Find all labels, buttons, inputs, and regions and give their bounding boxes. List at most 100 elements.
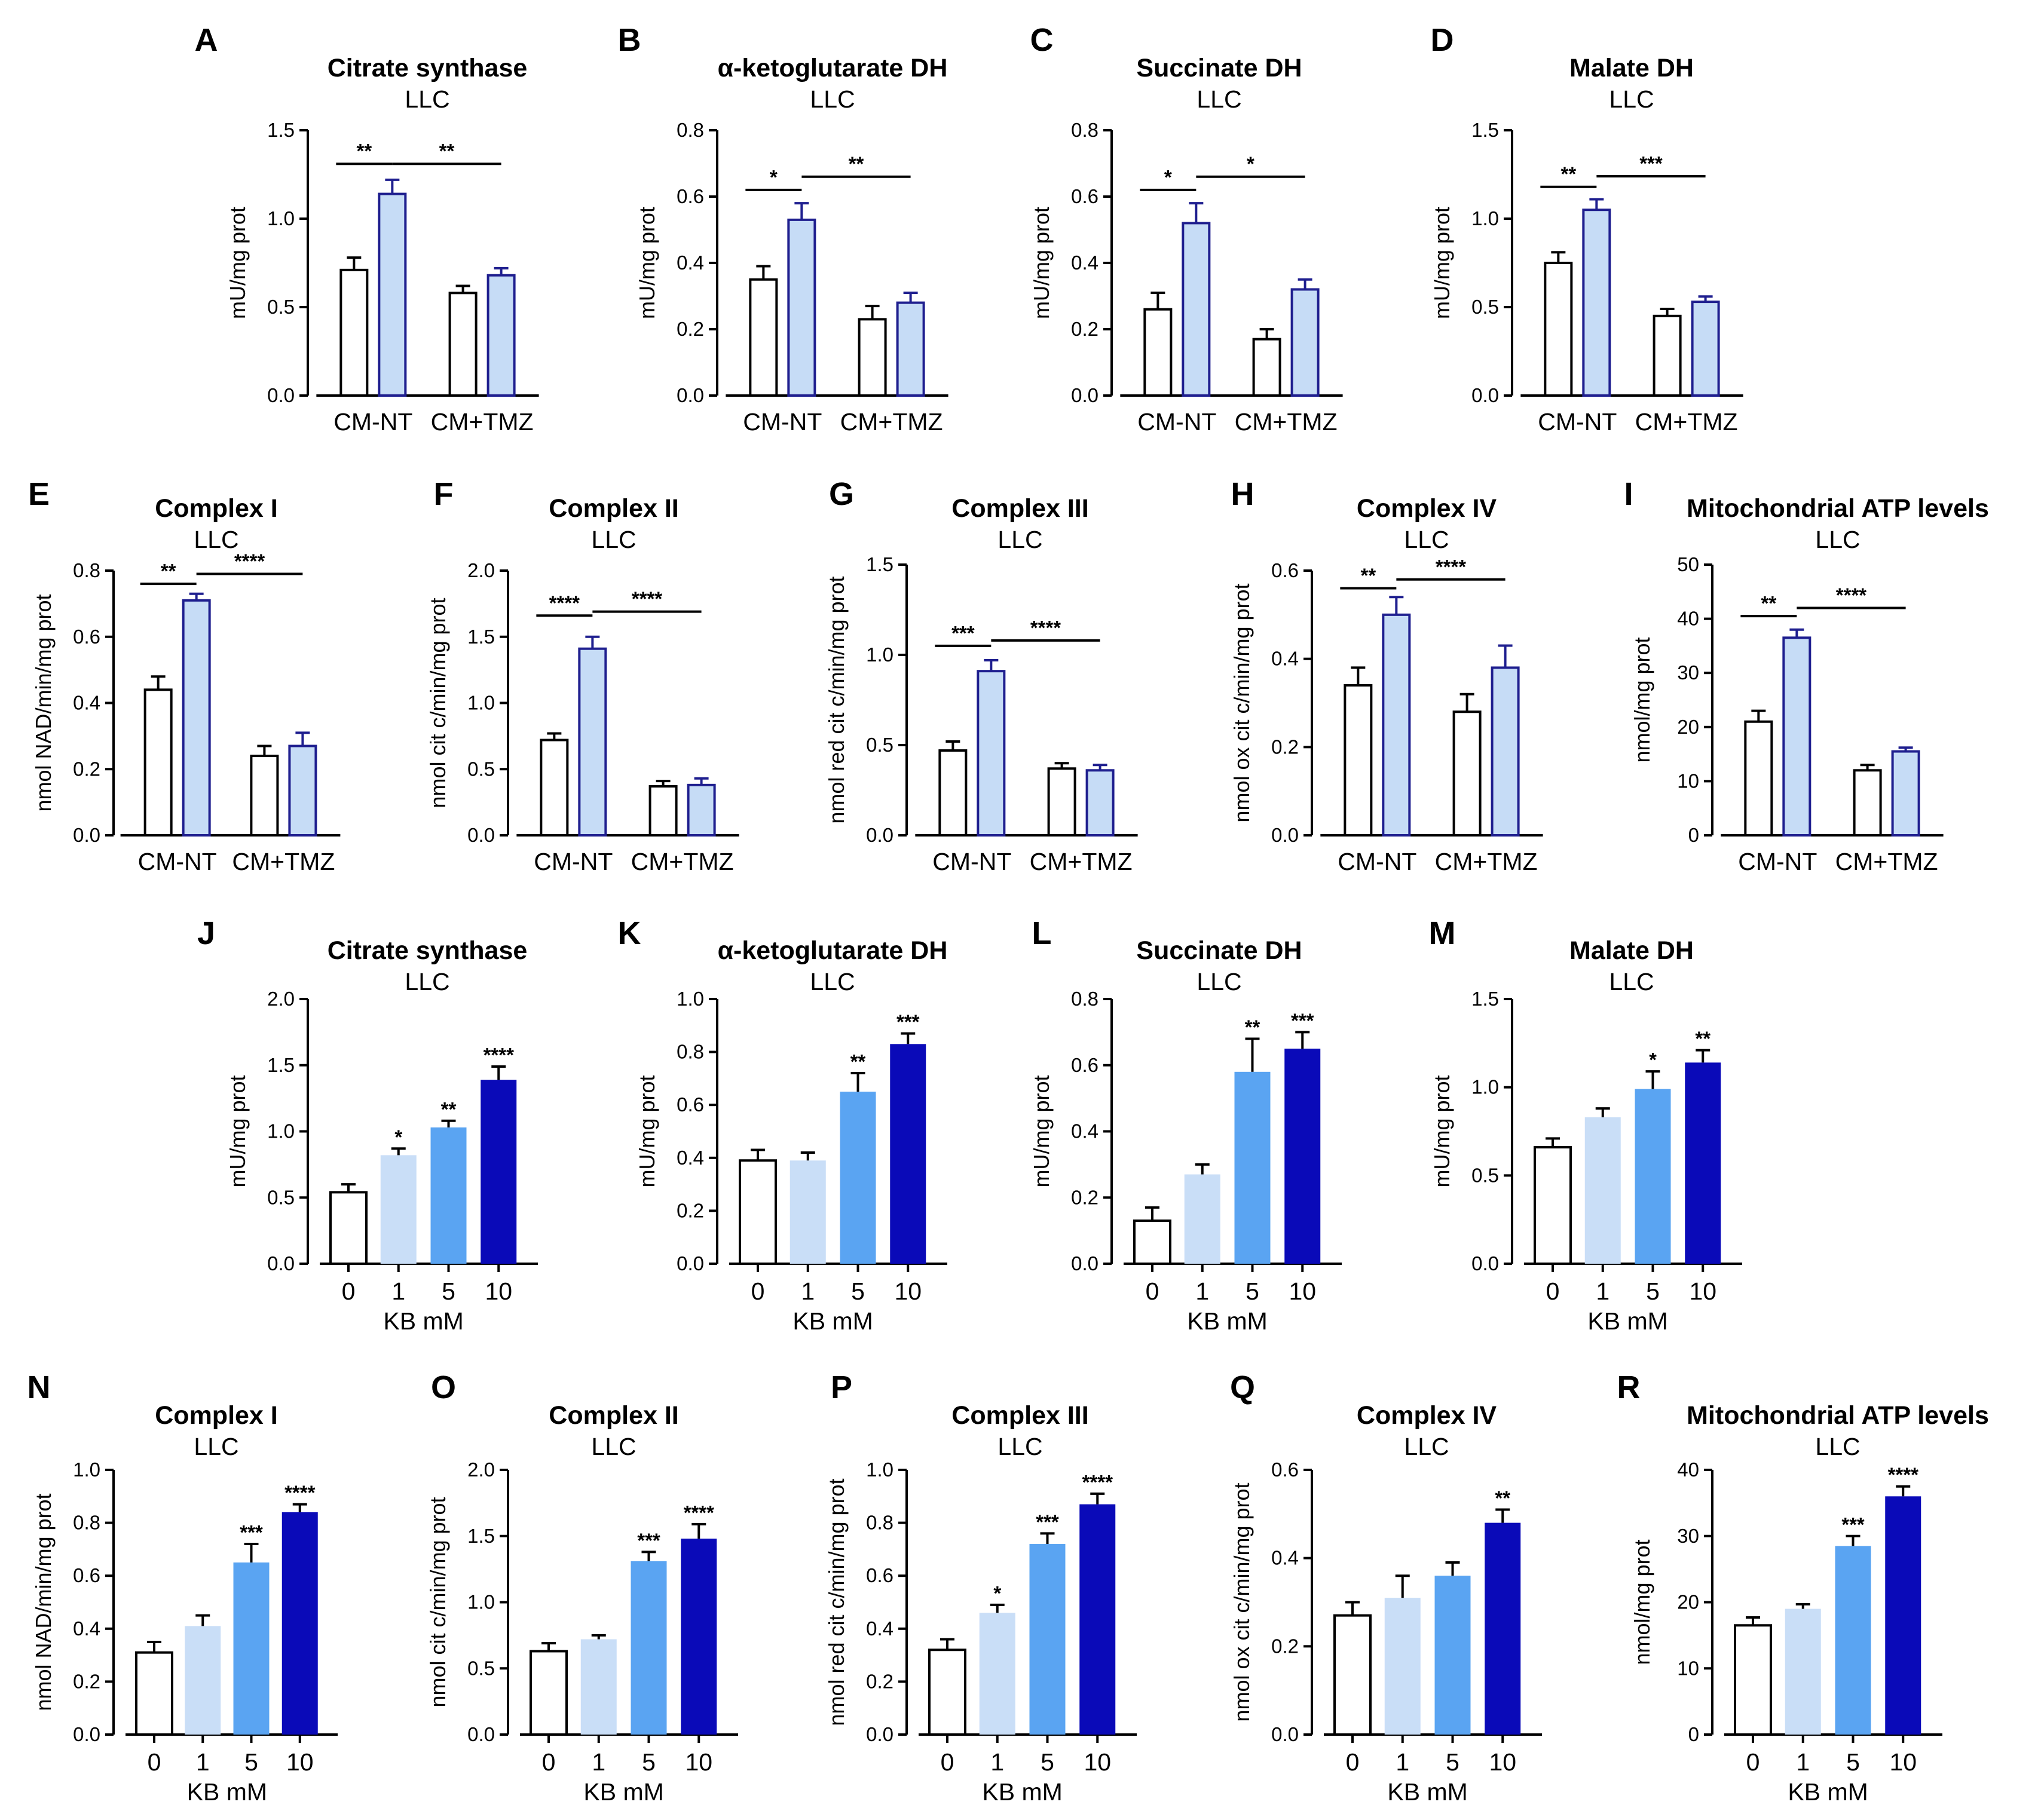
bar bbox=[896, 301, 925, 397]
significance-label: **** bbox=[1436, 556, 1467, 578]
chart-title: Citrate synthase bbox=[328, 54, 528, 82]
bar bbox=[787, 218, 816, 397]
y-tick-label: 1.0 bbox=[73, 1459, 100, 1481]
x-category-label: CM-NT bbox=[1338, 848, 1416, 875]
bar bbox=[1485, 1522, 1521, 1735]
y-tick-label: 1.5 bbox=[267, 1054, 295, 1076]
significance-label: ** bbox=[161, 560, 176, 582]
bar bbox=[281, 1512, 318, 1735]
significance-label: *** bbox=[637, 1529, 660, 1551]
significance-label: *** bbox=[1639, 152, 1663, 174]
bar bbox=[1434, 1576, 1471, 1735]
bar bbox=[288, 744, 317, 837]
y-tick-label: 0.5 bbox=[1471, 296, 1499, 318]
y-tick-label: 2.0 bbox=[467, 1459, 495, 1481]
y-tick-label: 1.5 bbox=[1471, 119, 1499, 141]
significance-label: **** bbox=[684, 1502, 715, 1524]
chart-title: Mitochondrial ATP levels bbox=[1687, 1401, 1989, 1430]
panel-letter: Q bbox=[1230, 1369, 1255, 1405]
panel-j: J Citrate synthase LLC 0.0 0.5 1.0 1.5 2.0 mU/mg… bbox=[197, 915, 538, 1335]
x-category-label: 5 bbox=[1041, 1748, 1054, 1776]
x-category-label: CM-NT bbox=[743, 408, 822, 436]
panel-letter: M bbox=[1429, 915, 1456, 951]
panel-letter: C bbox=[1030, 22, 1054, 58]
panel-letter: J bbox=[197, 915, 215, 951]
chart-title: Citrate synthase bbox=[328, 936, 528, 965]
x-category-label: 5 bbox=[642, 1748, 656, 1776]
y-tick-label: 0.5 bbox=[467, 1657, 495, 1679]
bar bbox=[1635, 1089, 1671, 1264]
chart-subtitle: LLC bbox=[810, 85, 855, 113]
panel-letter: N bbox=[27, 1369, 51, 1405]
bar bbox=[1143, 308, 1173, 397]
bar bbox=[1584, 1117, 1621, 1264]
bar bbox=[979, 1613, 1015, 1735]
bar bbox=[1252, 338, 1281, 397]
y-axis-label: mU/mg prot bbox=[1430, 207, 1454, 319]
x-category-label: 0 bbox=[1146, 1277, 1159, 1305]
significance-label: **** bbox=[632, 588, 663, 610]
bar bbox=[1582, 209, 1611, 397]
panel-n: N Complex I LLC 0.0 0.2 0.4 0.6 0.8 1.0 nmol NAD/… bbox=[27, 1369, 338, 1806]
panel-e: E Complex I LLC 0.0 0.2 0.4 0.6 0.8 nmol NAD/min… bbox=[28, 476, 341, 875]
chart-title: Complex I bbox=[155, 494, 278, 523]
y-tick-label: 1.0 bbox=[267, 1120, 295, 1142]
panel-f: F Complex II LLC 0.0 0.5 1.0 1.5 2.0 nmol cit c/… bbox=[426, 476, 739, 875]
x-category-label: CM-NT bbox=[1738, 848, 1817, 875]
y-tick-label: 0.8 bbox=[1071, 119, 1098, 141]
panel-c: C Succinate DH LLC 0.0 0.2 0.4 0.6 0.8 mU/mg pro… bbox=[1029, 22, 1343, 436]
y-tick-label: 0.4 bbox=[1271, 1547, 1299, 1569]
y-tick-label: 0.8 bbox=[73, 559, 100, 581]
y-axis-label: nmol red cit c/min/mg prot bbox=[824, 576, 849, 823]
y-tick-label: 0.4 bbox=[1071, 252, 1098, 274]
x-category-label: CM+TMZ bbox=[1835, 848, 1938, 875]
y-axis-label: mU/mg prot bbox=[1029, 1075, 1054, 1187]
chart-title: Complex III bbox=[951, 1401, 1088, 1430]
x-category-label: CM+TMZ bbox=[840, 408, 943, 436]
bar bbox=[749, 278, 778, 397]
x-category-label: 1 bbox=[196, 1748, 210, 1776]
y-tick-label: 0.2 bbox=[677, 1199, 704, 1221]
significance-label: ** bbox=[441, 1098, 457, 1120]
bar bbox=[1290, 288, 1320, 397]
significance-label: *** bbox=[951, 622, 975, 644]
y-tick-label: 1.5 bbox=[1471, 988, 1499, 1010]
y-axis-label: nmol/mg prot bbox=[1630, 637, 1654, 762]
chart-title: Complex IV bbox=[1357, 494, 1497, 523]
y-tick-label: 0.6 bbox=[677, 185, 704, 207]
chart-title: α-ketoglutarate DH bbox=[718, 936, 948, 965]
chart-subtitle: LLC bbox=[194, 1433, 238, 1460]
chart-title: Complex II bbox=[549, 494, 678, 523]
y-tick-label: 0.2 bbox=[73, 758, 100, 780]
y-tick-label: 0.6 bbox=[1071, 1054, 1098, 1076]
bar bbox=[1333, 1614, 1372, 1736]
bar bbox=[1891, 750, 1920, 837]
y-tick-label: 0.6 bbox=[73, 626, 100, 648]
y-tick-label: 0.0 bbox=[1471, 384, 1499, 406]
y-tick-label: 1.0 bbox=[467, 692, 495, 714]
x-category-label: CM-NT bbox=[138, 848, 217, 875]
x-axis-label: KB mM bbox=[583, 1778, 663, 1806]
x-category-label: 10 bbox=[485, 1277, 512, 1305]
bar bbox=[1691, 301, 1720, 397]
x-category-label: 1 bbox=[391, 1277, 405, 1305]
x-category-label: CM+TMZ bbox=[232, 848, 335, 875]
panel-letter: B bbox=[618, 22, 641, 58]
significance-label: *** bbox=[1841, 1513, 1865, 1536]
chart-subtitle: LLC bbox=[1815, 1433, 1860, 1460]
y-tick-label: 0.4 bbox=[677, 252, 704, 274]
x-category-label: 0 bbox=[1346, 1748, 1360, 1776]
chart-title: Mitochondrial ATP levels bbox=[1687, 494, 1989, 523]
y-tick-label: 0.6 bbox=[677, 1093, 704, 1116]
bar bbox=[840, 1092, 876, 1264]
bar bbox=[858, 318, 887, 397]
y-axis-label: mU/mg prot bbox=[225, 1075, 250, 1187]
x-category-label: CM+TMZ bbox=[1435, 848, 1538, 875]
chart-subtitle: LLC bbox=[1815, 526, 1860, 553]
bar bbox=[890, 1044, 926, 1264]
y-axis-label: nmol cit c/min/mg prot bbox=[426, 1497, 450, 1707]
bar bbox=[1734, 1624, 1772, 1736]
bar bbox=[1047, 767, 1076, 837]
y-tick-label: 0.0 bbox=[467, 1723, 495, 1745]
x-axis-label: KB mM bbox=[383, 1307, 463, 1335]
